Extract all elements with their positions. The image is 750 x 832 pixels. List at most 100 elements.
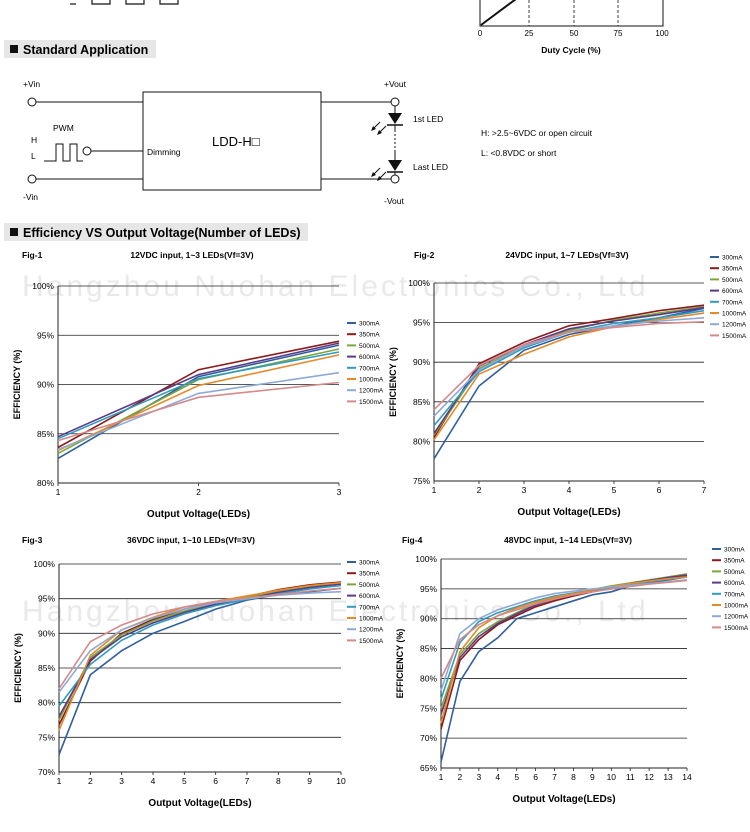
duty-cycle-tick: 100 xyxy=(655,29,669,38)
series-line-1500mA xyxy=(440,579,688,679)
x-axis-label: Output Voltage(LEDs) xyxy=(147,509,250,520)
x-tick-label: 11 xyxy=(626,772,635,782)
section-marker-icon xyxy=(10,228,18,236)
legend-entry: 500mA xyxy=(359,343,380,350)
x-tick-label: 7 xyxy=(245,776,250,786)
x-tick-label: 9 xyxy=(590,772,595,782)
y-tick-label: 70% xyxy=(38,767,55,777)
legend-entry: 1200mA xyxy=(722,322,747,329)
y-tick-label: 95% xyxy=(38,594,55,604)
duty-cycle-xlabel: Duty Cycle (%) xyxy=(541,45,601,55)
series-line-700mA xyxy=(57,351,340,440)
x-tick-label: 3 xyxy=(119,776,124,786)
chart-title: 48VDC input, 1~14 LEDs(Vf=3V) xyxy=(504,535,632,545)
y-tick-label: 85% xyxy=(37,429,54,439)
duty-cycle-tick: 75 xyxy=(614,29,623,38)
legend-entry: 700mA xyxy=(724,591,745,598)
y-tick-label: 75% xyxy=(38,732,55,742)
fig-label: Fig-1 xyxy=(22,250,43,260)
legend-entry: 600mA xyxy=(724,580,745,587)
x-tick-label: 4 xyxy=(567,485,572,495)
x-tick-label: 8 xyxy=(276,776,281,786)
y-tick-label: 80% xyxy=(420,673,437,683)
x-tick-label: 8 xyxy=(571,772,576,782)
series-line-1200mA xyxy=(58,590,342,693)
note-h: H: >2.5~6VDC or open circuit xyxy=(481,128,593,138)
x-tick-label: 7 xyxy=(702,485,707,495)
legend-entry: 700mA xyxy=(359,365,380,372)
legend-entry: 1200mA xyxy=(359,627,384,634)
top-diagram-fragment: 0 25 50 75 100 Duty Cycle (%) xyxy=(70,0,669,55)
y-tick-label: 80% xyxy=(38,698,55,708)
series-line-500mA xyxy=(433,306,705,436)
section-marker-icon xyxy=(10,45,18,53)
x-tick-label: 6 xyxy=(213,776,218,786)
x-tick-label: 3 xyxy=(476,772,481,782)
chart-title: 12VDC input, 1~3 LEDs(Vf=3V) xyxy=(130,250,253,260)
y-axis-label: EFFICIENCY (%) xyxy=(12,350,22,420)
pwm-waveform xyxy=(44,143,83,162)
section-title: Efficiency VS Output Voltage(Number of L… xyxy=(23,226,301,240)
y-axis-label: EFFICIENCY (%) xyxy=(13,633,23,703)
legend-entry: 500mA xyxy=(359,582,380,589)
series-line-700mA xyxy=(58,584,342,707)
y-tick-label: 75% xyxy=(413,476,430,486)
series-line-1500mA xyxy=(433,321,705,411)
x-tick-label: 7 xyxy=(552,772,557,782)
duty-cycle-tick: 50 xyxy=(570,29,579,38)
legend-entry: 1500mA xyxy=(359,399,384,406)
legend-entry: 600mA xyxy=(359,593,380,600)
series-line-600mA xyxy=(57,342,340,438)
label-dimming: Dimming xyxy=(147,147,181,157)
label-led-first: 1st LED xyxy=(413,114,443,124)
series-line-600mA xyxy=(58,583,342,717)
y-axis-label: EFFICIENCY (%) xyxy=(395,629,405,699)
legend-entry: 1000mA xyxy=(359,377,384,384)
standard-application-schematic: +Vin -Vin PWM H L Dimming LDD-H□ +Vout -… xyxy=(23,79,593,206)
legend-entry: 300mA xyxy=(724,547,745,554)
x-tick-label: 2 xyxy=(477,485,482,495)
x-tick-label: 1 xyxy=(439,772,444,782)
legend-entry: 1500mA xyxy=(359,638,384,645)
legend-entry: 700mA xyxy=(722,299,743,306)
legend-entry: 1000mA xyxy=(359,616,384,623)
x-tick-label: 3 xyxy=(522,485,527,495)
duty-cycle-curve xyxy=(480,0,517,26)
duty-cycle-tick: 0 xyxy=(478,29,483,38)
series-line-350mA xyxy=(57,340,340,449)
led-last-icon xyxy=(371,160,403,181)
x-tick-label: 10 xyxy=(336,776,346,786)
y-tick-label: 70% xyxy=(420,733,437,743)
y-tick-label: 95% xyxy=(37,330,54,340)
section-header-standard: Standard Application xyxy=(4,40,156,58)
y-tick-label: 65% xyxy=(420,763,437,773)
legend-entry: 350mA xyxy=(722,266,743,273)
label-l: L xyxy=(31,151,36,161)
duty-cycle-plot-frame xyxy=(479,0,664,27)
legend-entry: 600mA xyxy=(722,288,743,295)
x-tick-label: 10 xyxy=(607,772,617,782)
series-line-1500mA xyxy=(58,587,342,690)
y-tick-label: 85% xyxy=(413,397,430,407)
ldd-module-box xyxy=(142,91,322,191)
y-tick-label: 90% xyxy=(38,628,55,638)
label-pwm: PWM xyxy=(53,123,74,133)
label-vin-pos: +Vin xyxy=(23,79,40,89)
y-tick-label: 90% xyxy=(413,357,430,367)
y-tick-label: 85% xyxy=(38,663,55,673)
chart-title: 36VDC input, 1~10 LEDs(Vf=3V) xyxy=(127,535,255,545)
x-tick-label: 5 xyxy=(182,776,187,786)
section-header-bg xyxy=(4,40,156,58)
x-tick-label: 6 xyxy=(657,485,662,495)
legend-entry: 1000mA xyxy=(722,311,747,318)
x-tick-label: 3 xyxy=(337,487,342,497)
x-tick-label: 14 xyxy=(682,772,692,782)
duty-cycle-tick: 25 xyxy=(525,29,534,38)
fig-label: Fig-3 xyxy=(22,535,43,545)
legend-entry: 350mA xyxy=(724,558,745,565)
fig-label: Fig-2 xyxy=(414,250,435,260)
series-line-1000mA xyxy=(440,576,688,724)
x-tick-label: 1 xyxy=(432,485,437,495)
x-tick-label: 12 xyxy=(644,772,654,782)
x-axis-label: Output Voltage(LEDs) xyxy=(512,794,615,805)
